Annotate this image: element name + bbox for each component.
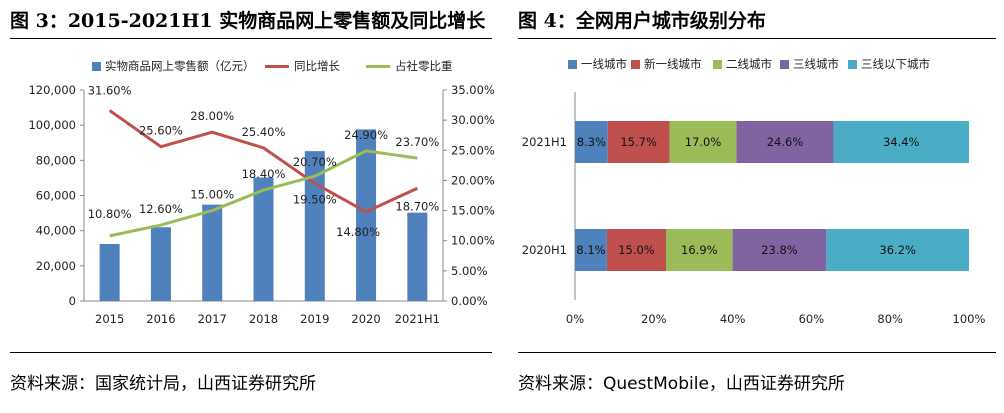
data-label: 17.0%	[685, 135, 722, 149]
legend-label: 一线城市	[581, 57, 627, 71]
legend-swatch	[713, 60, 722, 69]
y-tick-label: 0	[69, 294, 76, 308]
x-tick-label: 40%	[720, 312, 746, 326]
data-label: 24.90%	[344, 128, 388, 142]
x-tick-label: 2015	[95, 312, 124, 326]
figure-4-title: 图 4：全网用户城市级别分布	[518, 10, 766, 32]
data-label: 25.60%	[139, 124, 183, 138]
source-rule	[10, 352, 492, 353]
data-label: 36.2%	[879, 243, 916, 257]
y2-tick-label: 35.00%	[451, 83, 495, 97]
y2-tick-label: 20.00%	[451, 173, 495, 187]
data-label: 28.00%	[190, 109, 234, 123]
x-tick-label: 0%	[566, 312, 584, 326]
series-line	[108, 109, 418, 214]
y2-tick-label: 30.00%	[451, 113, 495, 127]
y2-tick-label: 25.00%	[451, 143, 495, 157]
x-tick-label: 60%	[799, 312, 825, 326]
bar	[202, 204, 223, 301]
y-tick-label: 2021H1	[522, 135, 567, 149]
y-tick-label: 40,000	[36, 224, 76, 238]
legend-swatch	[848, 60, 857, 69]
data-label: 20.70%	[293, 155, 337, 169]
title-rule	[10, 38, 492, 39]
data-label: 15.0%	[618, 243, 655, 257]
legend-label: 新一线城市	[644, 57, 702, 71]
data-label: 14.80%	[336, 225, 380, 239]
data-label: 34.4%	[883, 135, 920, 149]
x-tick-label: 20%	[641, 312, 667, 326]
bar	[407, 212, 428, 301]
legend-label: 三线城市	[793, 57, 839, 71]
x-tick-label: 2017	[198, 312, 227, 326]
bar-segment	[606, 229, 667, 271]
left-figure-panel: 图 3：2015-2021H1 实物商品网上零售额及同比增长 实物商品网上零售额…	[0, 0, 500, 413]
x-tick-label: 80%	[877, 312, 903, 326]
legend-label: 实物商品网上零售额（亿元）	[105, 59, 255, 73]
title-rule	[518, 38, 996, 39]
x-tick-label: 2021H1	[395, 312, 440, 326]
bar	[253, 177, 274, 301]
data-label: 12.60%	[139, 202, 183, 216]
legend-label: 三线以下城市	[861, 57, 930, 71]
data-label: 31.60%	[88, 83, 132, 97]
x-tick-label: 100%	[953, 312, 986, 326]
bar-segment	[575, 121, 608, 163]
y-tick-label: 100,000	[28, 118, 76, 132]
bar-segment	[833, 121, 969, 163]
data-label: 19.50%	[293, 192, 337, 206]
y-tick-label: 80,000	[36, 153, 76, 167]
bar-segment	[826, 229, 969, 271]
bar	[304, 151, 325, 301]
data-label: 10.80%	[88, 207, 132, 221]
y-tick-label: 20,000	[36, 259, 76, 273]
bar	[99, 243, 120, 301]
right-figure-panel: 图 4：全网用户城市级别分布 一线城市 新一线城市 二线城市 三线城市 三线以下城市 0%…	[508, 0, 1004, 413]
figure-3-source: 资料来源：国家统计局，山西证券研究所	[10, 374, 316, 394]
data-label: 15.7%	[620, 135, 657, 149]
y-tick-label: 60,000	[36, 189, 76, 203]
bar-segment	[607, 121, 670, 163]
combo-chart: 实物商品网上零售额（亿元） 同比增长 占社零比重 0 20,000 40,000 60,00…	[28, 59, 495, 326]
x-tick-label: 2020	[351, 312, 380, 326]
data-label: 23.8%	[761, 243, 798, 257]
y2-tick-label: 15.00%	[451, 204, 495, 218]
data-label: 16.9%	[681, 243, 718, 257]
y2-tick-label: 5.00%	[451, 264, 488, 278]
legend-swatch	[631, 60, 640, 69]
x-tick-label: 2019	[300, 312, 329, 326]
y2-tick-label: 0.00%	[451, 294, 488, 308]
data-label: 18.40%	[242, 167, 286, 181]
y2-tick-label: 10.00%	[451, 234, 495, 248]
legend-label: 占社零比重	[395, 59, 453, 73]
data-label: 23.70%	[395, 135, 439, 149]
data-label: 8.3%	[577, 135, 606, 149]
bar-segment	[736, 121, 834, 163]
series-line	[109, 149, 418, 238]
data-label: 18.70%	[395, 199, 439, 213]
bar-segment	[666, 229, 733, 271]
bar	[356, 129, 377, 301]
bar-segment	[732, 229, 827, 271]
y-tick-label: 120,000	[28, 83, 76, 97]
bar	[150, 227, 171, 301]
legend-label: 二线城市	[726, 57, 772, 71]
figure-4-source: 资料来源：QuestMobile，山西证券研究所	[518, 374, 845, 394]
data-label: 8.1%	[576, 243, 605, 257]
figure-3-title: 图 3：2015-2021H1 实物商品网上零售额及同比增长	[10, 10, 486, 32]
data-label: 25.40%	[242, 125, 286, 139]
y-tick-label: 2020H1	[522, 243, 567, 257]
data-label: 15.00%	[190, 188, 234, 202]
x-tick-label: 2016	[146, 312, 175, 326]
legend-swatch	[92, 62, 101, 71]
legend-swatch	[780, 60, 789, 69]
data-label: 24.6%	[767, 135, 804, 149]
bar-segment	[669, 121, 737, 163]
x-tick-label: 2018	[249, 312, 278, 326]
stacked-bar-chart: 一线城市 新一线城市 二线城市 三线城市 三线以下城市 0% 20% 40% 60% 80% 100…	[522, 57, 986, 326]
legend-swatch	[568, 60, 577, 69]
source-rule	[518, 352, 996, 353]
legend-label: 同比增长	[294, 59, 340, 73]
bar-segment	[575, 229, 607, 271]
